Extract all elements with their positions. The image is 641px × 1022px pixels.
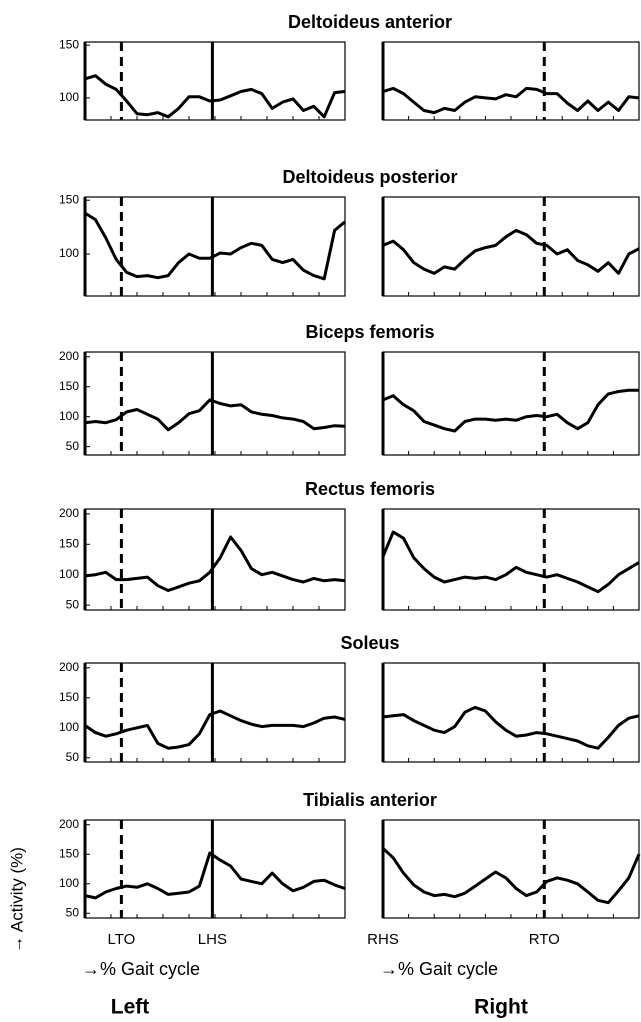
x-axis-label: →% Gait cycle [380,959,498,979]
y-tick-label: 200 [59,506,79,520]
y-tick-label: 50 [66,905,80,919]
panel-frame [84,351,346,456]
y-tick-label: 200 [59,817,79,831]
y-tick-label: 200 [59,349,79,363]
emg-line [84,709,346,750]
panel-title: Rectus femoris [305,479,435,499]
emg-line [84,398,346,432]
y-tick-label: 100 [59,409,79,423]
event-label: RHS [367,931,399,948]
y-tick-label: 100 [59,246,79,260]
panel-frame [382,819,640,919]
y-tick-label: 150 [59,536,79,550]
y-tick-label: 150 [59,192,79,206]
y-tick-label: 200 [59,660,79,674]
y-tick-label: 150 [59,379,79,393]
emg-line [381,847,641,905]
event-label: RTO [529,931,560,948]
y-tick-label: 150 [59,37,79,51]
emg-line [381,530,640,594]
emg-line [382,86,640,115]
y-tick-label: 150 [59,846,79,860]
panel-title: Tibialis anterior [303,790,437,810]
panel-frame [84,508,346,611]
emg-line [84,74,346,119]
panel-title: Deltoideus anterior [288,12,452,32]
emg-line [382,705,640,750]
panel-title: Soleus [340,633,399,653]
panel-frame [84,196,346,297]
y-tick-label: 150 [59,690,79,704]
panel-frame [84,819,346,919]
side-caption: Right [474,996,528,1019]
y-axis-label: → Activity (%) [7,847,26,953]
panel-frame [382,508,640,611]
event-label: LHS [198,931,227,948]
y-tick-label: 100 [59,90,79,104]
y-tick-label: 100 [59,720,79,734]
y-tick-label: 50 [66,597,80,611]
panel-title: Biceps femoris [305,322,434,342]
event-label: LTO [108,931,136,948]
y-tick-label: 50 [66,439,80,453]
y-tick-label: 50 [66,750,80,764]
x-axis-label: →% Gait cycle [82,959,200,979]
emg-line [382,388,639,433]
emg-line [84,211,346,281]
emg-line [84,851,346,900]
y-tick-label: 100 [59,567,79,581]
emg-line [382,228,640,275]
side-caption: Left [111,996,150,1019]
panel-title: Deltoideus posterior [282,167,457,187]
emg-line [84,535,346,592]
panel-frame [382,196,640,297]
y-tick-label: 100 [59,876,79,890]
